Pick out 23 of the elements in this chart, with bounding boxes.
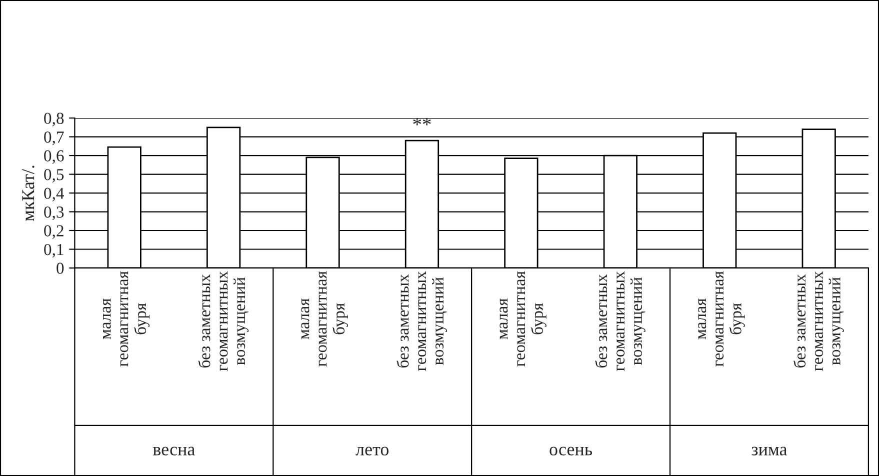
text: осень	[550, 446, 592, 456]
text: лето	[356, 446, 389, 456]
y-tick-label: 0,7	[44, 131, 64, 146]
x-tick-label: без заметных геомагнитных возмущений	[793, 271, 844, 371]
y-tick-label: 0,2	[44, 225, 64, 239]
y-tick-label: 0,6	[44, 150, 64, 164]
x-tick-label: без заметных геомагнитных возмущений	[396, 271, 447, 371]
x-tick-label: малая геомагнитная буря	[698, 271, 745, 366]
annotation: **	[413, 118, 431, 126]
x-tick-label: без заметных геомагнитных возмущений	[198, 271, 249, 371]
y-axis-title: мкКат/.	[22, 166, 34, 222]
text: весна	[152, 446, 195, 456]
y-tick-label: 0,5	[44, 168, 64, 183]
y-tick-label: 0,3	[44, 206, 64, 220]
y-tick-label: 0,8	[44, 112, 64, 126]
x-tick-label: малая геомагнитная буря	[500, 271, 546, 366]
x-tick-label: малая геомагнитная буря	[301, 271, 348, 366]
x-tick-label: без заметных геомагнитных возмущений	[595, 271, 646, 371]
x-tick-label: малая геомагнитная буря	[102, 271, 150, 366]
y-tick-label: 0	[56, 262, 64, 274]
text: зима	[752, 446, 788, 456]
y-tick-label: 0,4	[44, 188, 64, 202]
y-tick-label: 0,1	[44, 244, 64, 258]
